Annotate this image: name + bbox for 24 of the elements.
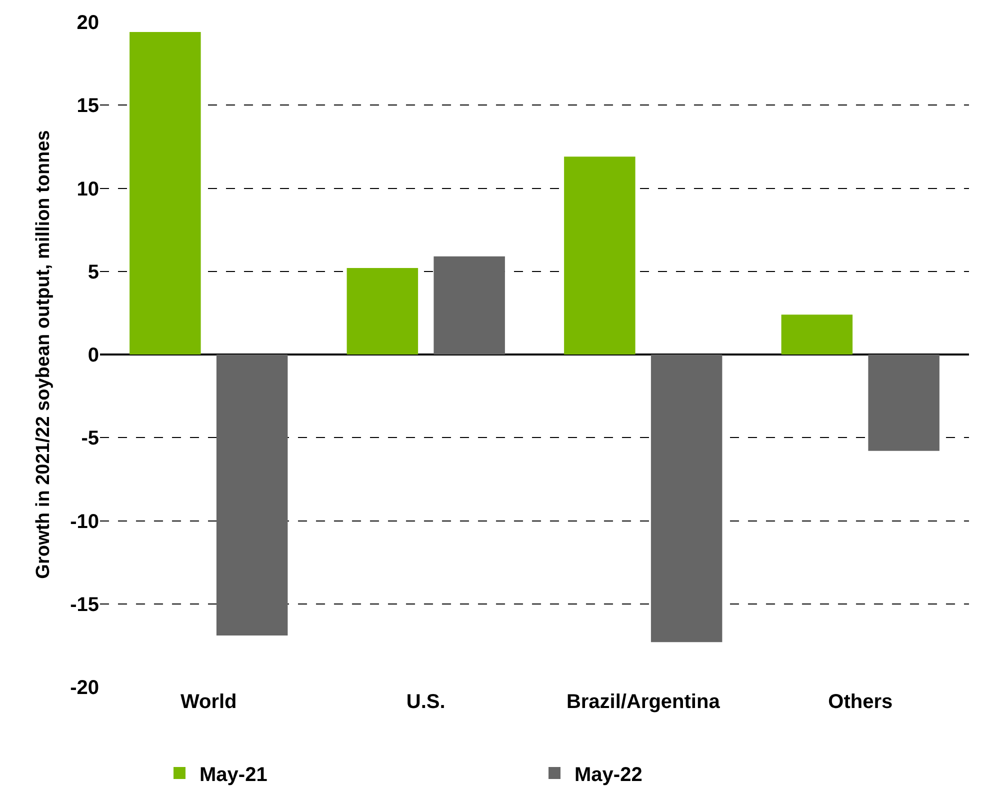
bar [346, 268, 418, 354]
y-tick-label: -5 [81, 428, 99, 450]
x-tick-label: Others [828, 691, 893, 713]
x-tick-label: U.S. [406, 691, 446, 713]
y-tick-label: 20 [76, 12, 99, 34]
bar [650, 354, 722, 642]
x-tick-label: World [180, 691, 237, 713]
bar [434, 256, 505, 354]
bar [868, 354, 940, 451]
y-tick-label: 0 [88, 344, 99, 366]
y-tick-label: -10 [70, 510, 99, 533]
y-tick-label: 10 [76, 178, 99, 200]
y-tick-label: -15 [70, 594, 99, 616]
bar [564, 156, 636, 354]
y-axis-title: Growth in 2021/22 soybean output, million tonnes [32, 130, 54, 579]
y-tick-label: 5 [88, 261, 99, 284]
legend-label: May-22 [574, 764, 642, 786]
bar [781, 314, 853, 354]
y-tick-label: 15 [76, 95, 99, 118]
x-tick-label: Brazil/Argentina [566, 691, 721, 713]
y-tick-label: -20 [70, 677, 99, 699]
bar [216, 354, 288, 636]
legend-label: May-21 [200, 764, 268, 786]
bar [130, 32, 201, 354]
